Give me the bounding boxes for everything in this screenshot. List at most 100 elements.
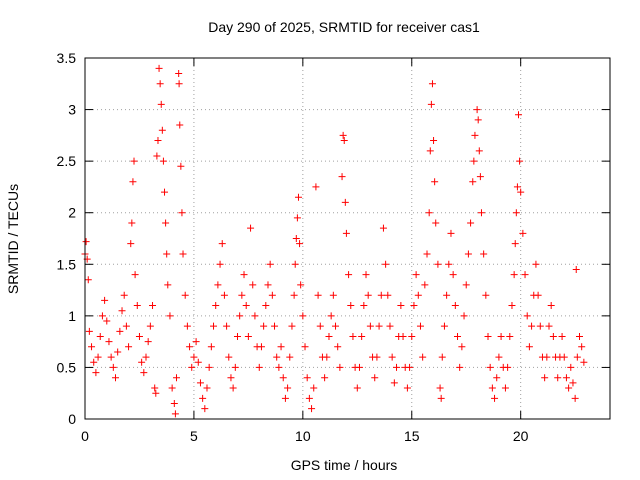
data-point (382, 260, 390, 268)
data-point (138, 358, 146, 366)
data-point (440, 322, 448, 330)
data-point (164, 281, 172, 289)
data-point (403, 384, 411, 392)
data-point (116, 327, 124, 335)
data-point (390, 379, 398, 387)
data-point (523, 312, 531, 320)
data-point (571, 394, 579, 402)
data-point (560, 353, 568, 361)
data-point (572, 265, 580, 273)
data-point (231, 363, 239, 371)
data-point (360, 302, 368, 310)
data-point (94, 353, 102, 361)
y-tick-label: 2.5 (57, 153, 77, 169)
data-point (497, 332, 505, 340)
data-point (155, 64, 163, 72)
data-point (423, 250, 431, 258)
data-point (482, 291, 490, 299)
data-point (431, 178, 439, 186)
data-point (342, 229, 350, 237)
data-point (476, 173, 484, 181)
data-point (519, 229, 527, 237)
data-point (427, 100, 435, 108)
data-point (366, 322, 374, 330)
data-point (449, 271, 457, 279)
data-point (506, 332, 514, 340)
data-point (179, 250, 187, 258)
data-point (332, 322, 340, 330)
data-point (338, 173, 346, 181)
data-point (240, 271, 248, 279)
data-point (447, 229, 455, 237)
x-axis-label: GPS time / hours (291, 457, 398, 473)
data-point (146, 322, 154, 330)
data-point (207, 343, 215, 351)
data-point (175, 69, 183, 77)
data-point (175, 80, 183, 88)
data-point (85, 327, 93, 335)
data-point (386, 322, 394, 330)
data-point (157, 100, 165, 108)
data-point (271, 322, 279, 330)
data-point (279, 374, 287, 382)
data-point (578, 343, 586, 351)
data-point (562, 374, 570, 382)
data-point (218, 240, 226, 248)
data-point (451, 302, 459, 310)
data-point (434, 260, 442, 268)
data-point (510, 271, 518, 279)
data-point (375, 322, 383, 330)
data-point (460, 312, 468, 320)
data-point (426, 147, 434, 155)
data-point (454, 332, 462, 340)
data-point (142, 353, 150, 361)
y-tick-label: 1 (68, 308, 76, 324)
data-point (281, 394, 289, 402)
data-point (275, 363, 283, 371)
data-point (120, 291, 128, 299)
y-tick-label: 0 (68, 411, 76, 427)
data-point (190, 353, 198, 361)
data-point (205, 363, 213, 371)
data-point (493, 374, 501, 382)
data-point (266, 260, 274, 268)
data-point (484, 332, 492, 340)
data-point (82, 238, 90, 246)
data-point (192, 338, 200, 346)
data-point (458, 343, 466, 351)
data-point (576, 332, 584, 340)
data-point (140, 369, 148, 377)
data-point (247, 224, 255, 232)
data-point (290, 291, 298, 299)
data-point (406, 363, 414, 371)
data-point (421, 281, 429, 289)
data-point (508, 302, 516, 310)
data-point (149, 302, 157, 310)
data-point (432, 219, 440, 227)
data-point (152, 389, 160, 397)
data-point (133, 302, 141, 310)
data-point (373, 353, 381, 361)
data-point (163, 250, 171, 258)
data-point (255, 363, 263, 371)
data-point (580, 358, 588, 366)
data-point (244, 332, 252, 340)
data-point (408, 332, 416, 340)
data-point (504, 363, 512, 371)
data-point (227, 374, 235, 382)
data-point (364, 291, 372, 299)
data-point (541, 374, 549, 382)
data-point (105, 338, 113, 346)
data-point (92, 369, 100, 377)
data-point (388, 353, 396, 361)
data-point (249, 281, 257, 289)
data-point (158, 126, 166, 134)
data-point (130, 157, 138, 165)
data-point (467, 219, 475, 227)
y-tick-label: 2 (68, 205, 76, 221)
data-point (233, 332, 241, 340)
data-point (151, 384, 159, 392)
data-point (225, 353, 233, 361)
data-point (327, 312, 335, 320)
data-point (339, 131, 347, 139)
